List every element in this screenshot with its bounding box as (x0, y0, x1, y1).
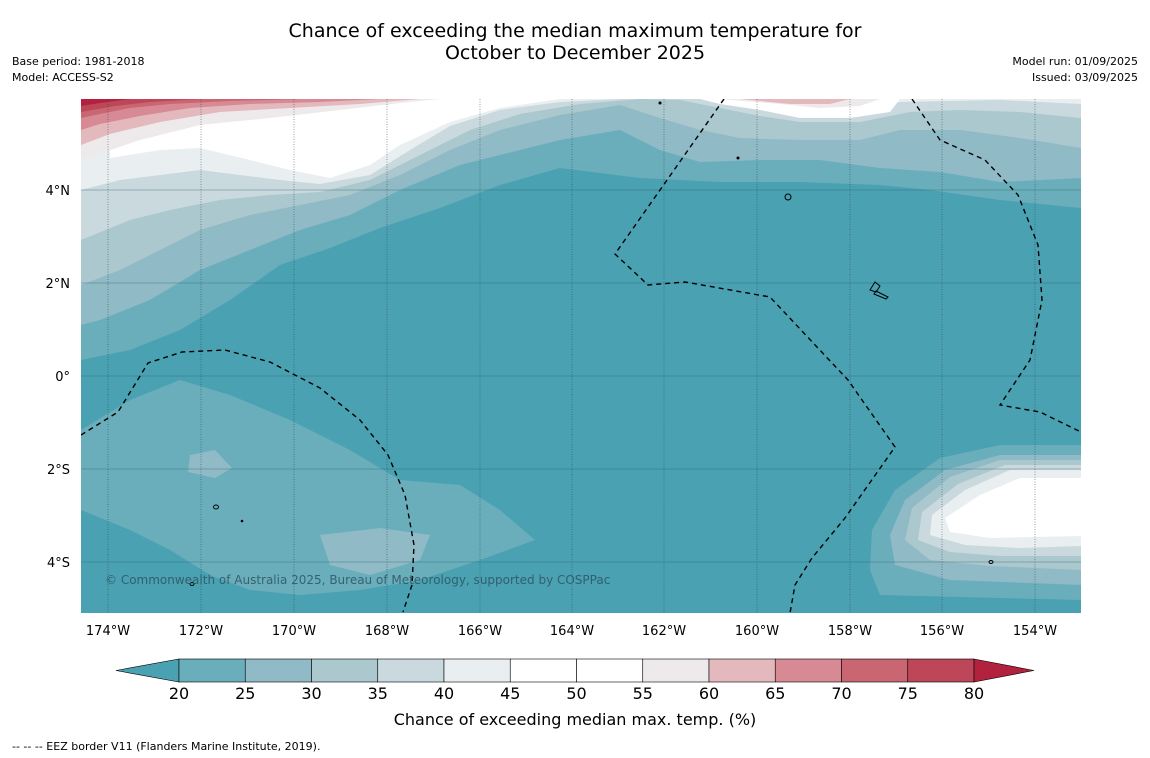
base-period: Base period: 1981-2018 (12, 55, 145, 68)
meta-left: Base period: 1981-2018 Model: ACCESS-S2 (12, 54, 144, 86)
latitude-gridlines (81, 189, 1081, 563)
colorbar-segment (774, 658, 842, 683)
eez-legend-note: -- -- -- EEZ border V11 (Flanders Marine… (12, 740, 321, 753)
colorbar-tick: 50 (566, 684, 586, 703)
colorbar-segment (178, 658, 246, 683)
field-west-blob-30 (188, 450, 232, 478)
title-line-1: Chance of exceeding the median maximum t… (288, 20, 862, 42)
field-nw-75 (81, 99, 200, 112)
field-se-50 (945, 478, 1081, 538)
colorbar-tick: 70 (831, 684, 851, 703)
island-dot-2 (736, 156, 740, 160)
field-nw-70 (81, 99, 300, 118)
islands (189, 101, 994, 586)
lon-label: 170°W (272, 624, 316, 639)
lon-label: 156°W (920, 624, 964, 639)
colorbar-tick: 20 (169, 684, 189, 703)
field-nw-80 (81, 99, 130, 106)
colorbar-tick: 55 (633, 684, 653, 703)
field-west-30 (320, 528, 430, 575)
eez-border-central (614, 99, 896, 613)
colorbar-segment (708, 658, 776, 683)
colorbar-segment (443, 658, 511, 683)
colorbar-tick: 40 (434, 684, 454, 703)
lat-label: 4°S (47, 556, 70, 571)
island-west-1 (213, 504, 219, 510)
lon-label: 162°W (642, 624, 686, 639)
field-nw-65 (81, 99, 380, 130)
colorbar-tick: 80 (964, 684, 984, 703)
colorbar-extend-low (115, 658, 180, 683)
latitude-labels: 4°N 2°N 0° 2°S 4°S (46, 184, 71, 571)
lon-label: 174°W (86, 624, 130, 639)
colorbar-segment (576, 658, 644, 683)
lon-label: 164°W (550, 624, 594, 639)
colorbar-title: Chance of exceeding median max. temp. (%… (393, 710, 757, 729)
issued-date: Issued: 03/09/2025 (1031, 71, 1138, 84)
island-kiritimati-lagoon (873, 290, 889, 300)
colorbar-tick: 75 (898, 684, 918, 703)
colorbar-segment (377, 658, 445, 683)
colorbar-segment (841, 658, 909, 683)
model-run: Model run: 01/09/2025 (1012, 55, 1138, 68)
meta-right: Model run: 01/09/2025 Issued: 03/09/2025 (1012, 54, 1138, 86)
colorbar-tick: 65 (765, 684, 785, 703)
eez-border-west (81, 349, 415, 613)
colorbar-segment (311, 658, 379, 683)
lon-label: 154°W (1013, 624, 1057, 639)
longitude-gridlines (107, 99, 1036, 613)
colorbar-tick: 35 (368, 684, 388, 703)
island-north (784, 193, 792, 201)
colorbar-tick: 25 (235, 684, 255, 703)
colorbar-extend-high (973, 658, 1035, 683)
colorbar-segment (244, 658, 312, 683)
colorbar-tick: 30 (301, 684, 321, 703)
copyright-notice: © Commonwealth of Australia 2025, Bureau… (105, 573, 610, 587)
island-dot-3 (240, 519, 244, 523)
lon-label: 160°W (735, 624, 779, 639)
island-west-2 (189, 582, 195, 586)
colorbar (115, 658, 1035, 683)
lat-label: 0° (55, 370, 70, 385)
probability-field (81, 99, 1081, 613)
map-title: Chance of exceeding the median maximum t… (0, 20, 1150, 64)
island-dot-1 (658, 101, 662, 105)
lon-label: 166°W (458, 624, 502, 639)
model-name: Model: ACCESS-S2 (12, 71, 114, 84)
lon-label: 172°W (179, 624, 223, 639)
colorbar-segment (907, 658, 975, 683)
map-figure: 4°N 2°N 0° 2°S 4°S 174°W 172°W 170°W 168°W 166°W… (46, 99, 1081, 703)
lat-label: 2°S (47, 463, 70, 478)
lat-label: 4°N (46, 184, 71, 199)
island-kiritimati (869, 281, 881, 293)
eez-border-east (911, 99, 1081, 433)
lon-label: 158°W (828, 624, 872, 639)
lon-label: 168°W (365, 624, 409, 639)
longitude-labels: 174°W 172°W 170°W 168°W 166°W 164°W 162°W 160°W… (86, 624, 1057, 639)
lat-label: 2°N (46, 277, 71, 292)
colorbar-tick-labels: 20 25 30 35 40 45 50 55 60 65 70 75 80 (169, 684, 984, 703)
colorbar-tick: 60 (699, 684, 719, 703)
colorbar-segment (509, 658, 577, 683)
island-east (988, 560, 994, 564)
colorbar-tick: 45 (500, 684, 520, 703)
colorbar-segment (642, 658, 710, 683)
title-line-2: October to December 2025 (444, 42, 706, 64)
field-north-central-60 (740, 99, 850, 104)
eez-borders (81, 99, 1081, 613)
